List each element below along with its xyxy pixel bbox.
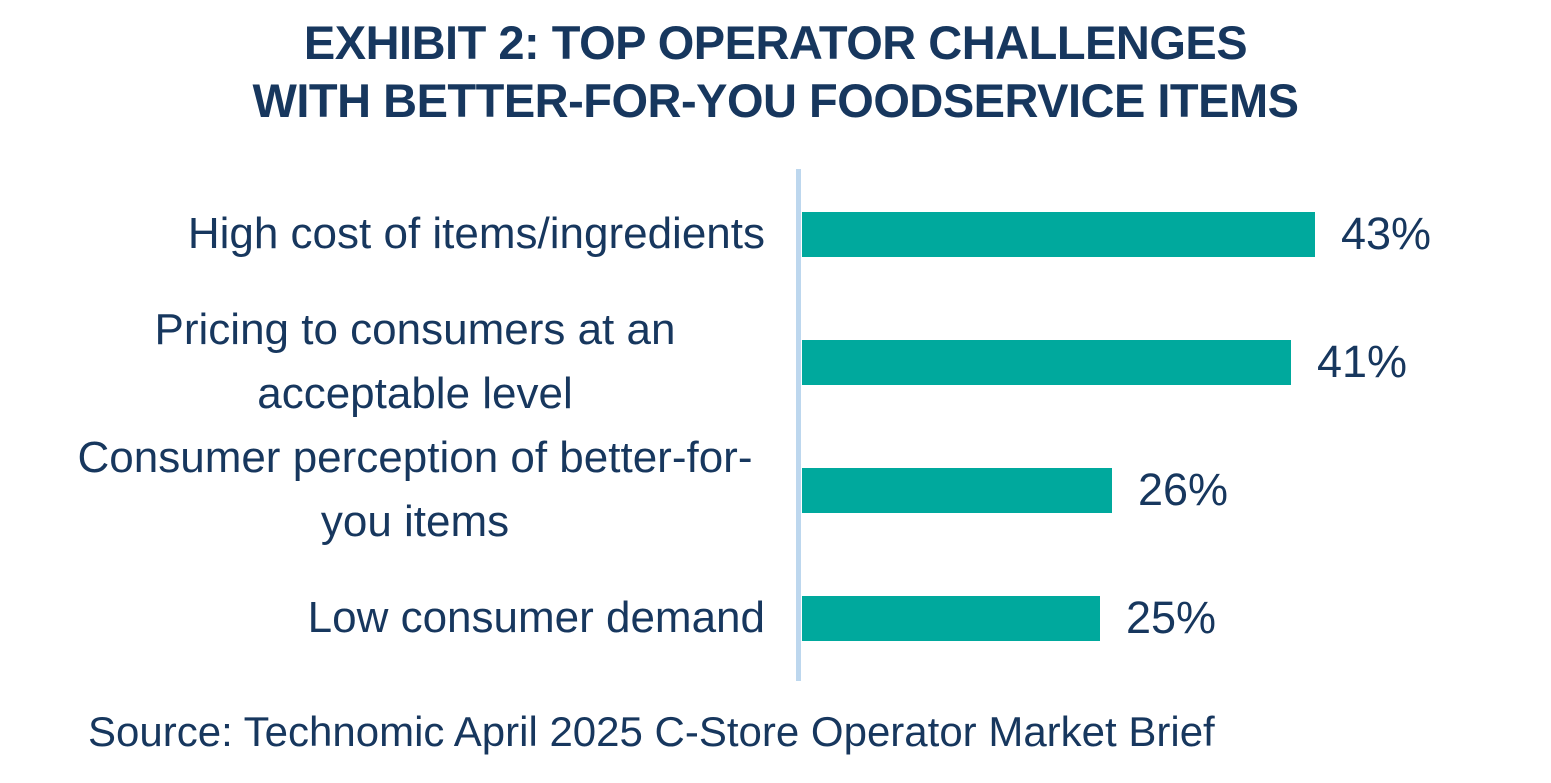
category-label: Consumer perception of better-for-you it… (77, 433, 753, 546)
chart-title-line2: WITH BETTER-FOR-YOU FOODSERVICE ITEMS (252, 74, 1299, 127)
value-label: 25% (1126, 592, 1217, 643)
bar-row: High cost of items/ingredients 43% (0, 170, 1551, 298)
category-label-cell: Low consumer demand (0, 586, 765, 650)
value-label: 26% (1138, 464, 1229, 515)
y-axis-line (796, 169, 801, 681)
category-label-cell: Consumer perception of better-for-you it… (0, 426, 765, 554)
value-label: 41% (1317, 336, 1408, 387)
bar-row: Pricing to consumers at an acceptable le… (0, 298, 1551, 426)
chart-title: EXHIBIT 2: TOP OPERATOR CHALLENGES WITH … (0, 14, 1551, 130)
bar-row: Low consumer demand 25% (0, 554, 1551, 682)
category-label: High cost of items/ingredients (187, 209, 765, 259)
category-label: Pricing to consumers at an acceptable le… (154, 305, 676, 418)
bar (802, 595, 1100, 641)
value-label: 43% (1341, 208, 1432, 259)
bar (802, 467, 1112, 513)
bar (802, 339, 1291, 385)
category-label: Low consumer demand (307, 593, 765, 643)
bar-rows: High cost of items/ingredients 43% Prici… (0, 170, 1551, 682)
category-label-cell: Pricing to consumers at an acceptable le… (0, 298, 765, 426)
category-label-cell: High cost of items/ingredients (0, 202, 765, 266)
chart-title-line1: EXHIBIT 2: TOP OPERATOR CHALLENGES (303, 16, 1248, 69)
source-note: Source: Technomic April 2025 C-Store Ope… (88, 708, 1215, 755)
bar (802, 211, 1315, 257)
bar-row: Consumer perception of better-for-you it… (0, 426, 1551, 554)
